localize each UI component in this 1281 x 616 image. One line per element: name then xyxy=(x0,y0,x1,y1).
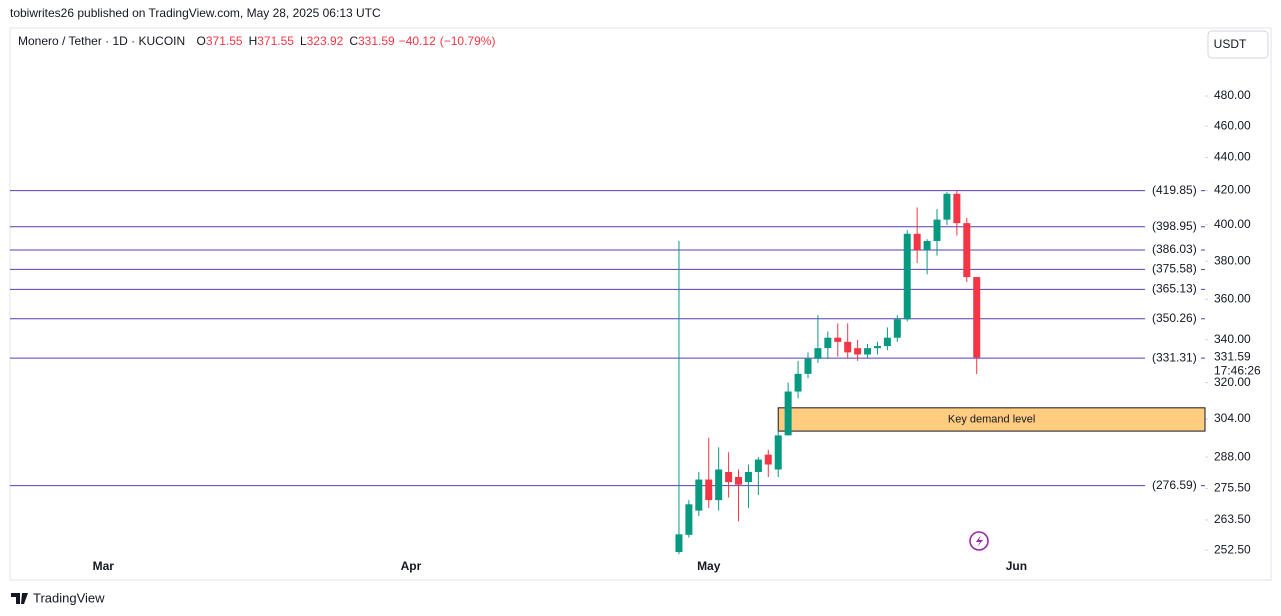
level-label: (375.58) xyxy=(1152,262,1197,276)
legend-key: L xyxy=(300,34,307,48)
chart-frame xyxy=(9,27,1272,581)
candle-body xyxy=(754,459,762,472)
level-label: (276.59) xyxy=(1152,478,1197,492)
candle-body xyxy=(864,348,872,355)
level-label: (365.13) xyxy=(1152,282,1197,296)
legend-change-pct: (−10.79%) xyxy=(440,34,496,48)
y-tick-label: 304.00 xyxy=(1214,411,1251,425)
candle-body xyxy=(883,337,891,347)
y-tick-label: 480.00 xyxy=(1214,88,1251,102)
candle-body xyxy=(764,454,772,465)
currency-label[interactable]: USDT xyxy=(1214,37,1247,51)
candle-body xyxy=(685,504,693,535)
legend-key: O xyxy=(197,34,206,48)
legend-key: C xyxy=(349,34,358,48)
candle-body xyxy=(784,391,792,436)
demand-zone-label: Key demand level xyxy=(948,413,1035,425)
level-label: (398.95) xyxy=(1152,219,1197,233)
currency-button[interactable] xyxy=(1207,30,1269,59)
candle-body xyxy=(774,435,782,470)
y-tick-label: 275.50 xyxy=(1214,481,1251,495)
legend: Monero / Tether · 1D · KUCOIN O371.55 H37… xyxy=(18,34,495,48)
level-label: (419.85) xyxy=(1152,183,1197,197)
legend-value: 371.55 xyxy=(257,34,294,48)
legend-value: 371.55 xyxy=(206,34,243,48)
publisher-line: tobiwrites26 published on TradingView.co… xyxy=(10,6,381,20)
y-tick-label: 320.00 xyxy=(1214,375,1251,389)
y-tick-label: 420.00 xyxy=(1214,183,1251,197)
candle-body xyxy=(963,223,971,278)
y-tick-label: 288.00 xyxy=(1214,449,1251,463)
level-label: (350.26) xyxy=(1152,311,1197,325)
candle-body xyxy=(725,471,733,483)
candle-body xyxy=(834,337,842,342)
level-label: (386.03) xyxy=(1152,242,1197,256)
legend-value: 323.92 xyxy=(307,34,344,48)
y-tick-label: 400.00 xyxy=(1214,217,1251,231)
brand-logo xyxy=(11,593,28,604)
candle-body xyxy=(695,479,703,511)
brand-name: TradingView xyxy=(33,590,105,605)
candle-body xyxy=(735,477,743,485)
candle-body xyxy=(804,358,812,374)
candle-body xyxy=(943,193,951,220)
candle-body xyxy=(705,479,713,501)
legend-change: −40.12 xyxy=(399,34,436,48)
y-tick-label: 263.50 xyxy=(1214,512,1251,526)
candle-body xyxy=(814,348,822,359)
alert-icon[interactable] xyxy=(969,531,989,551)
y-tick-label: 360.00 xyxy=(1214,292,1251,306)
y-tick-label: 460.00 xyxy=(1214,118,1251,132)
candle-body xyxy=(715,469,723,501)
level-label: (331.31) xyxy=(1152,350,1197,364)
y-tick-label: 252.50 xyxy=(1214,542,1251,556)
countdown: 17:46:26 xyxy=(1214,364,1261,378)
candle-body xyxy=(794,373,802,392)
candle-body xyxy=(923,240,931,251)
candle-body xyxy=(953,193,961,224)
y-tick-label: 340.00 xyxy=(1214,332,1251,346)
y-tick-label: 380.00 xyxy=(1214,253,1251,267)
candle-body xyxy=(744,471,752,483)
candle-body xyxy=(824,337,832,349)
candle-body xyxy=(973,277,981,358)
x-tick-label: Mar xyxy=(93,559,115,573)
legend-value: 331.59 xyxy=(358,34,395,48)
candle-body xyxy=(913,233,921,251)
candle-body xyxy=(854,348,862,355)
candle-body xyxy=(873,346,881,349)
last-price: 331.59 xyxy=(1214,350,1251,364)
x-tick-label: Jun xyxy=(1006,559,1027,573)
x-tick-label: Apr xyxy=(401,559,422,573)
candle-body xyxy=(903,233,911,320)
legend-key: H xyxy=(249,34,258,48)
x-tick-label: May xyxy=(697,559,721,573)
chart-title: Monero / Tether · 1D · KUCOIN xyxy=(18,34,185,48)
candle-body xyxy=(675,534,683,553)
candle-body xyxy=(844,341,852,353)
candle-body xyxy=(893,319,901,338)
demand-zone xyxy=(777,407,1206,432)
candle-body xyxy=(933,219,941,241)
y-tick-label: 440.00 xyxy=(1214,150,1251,164)
